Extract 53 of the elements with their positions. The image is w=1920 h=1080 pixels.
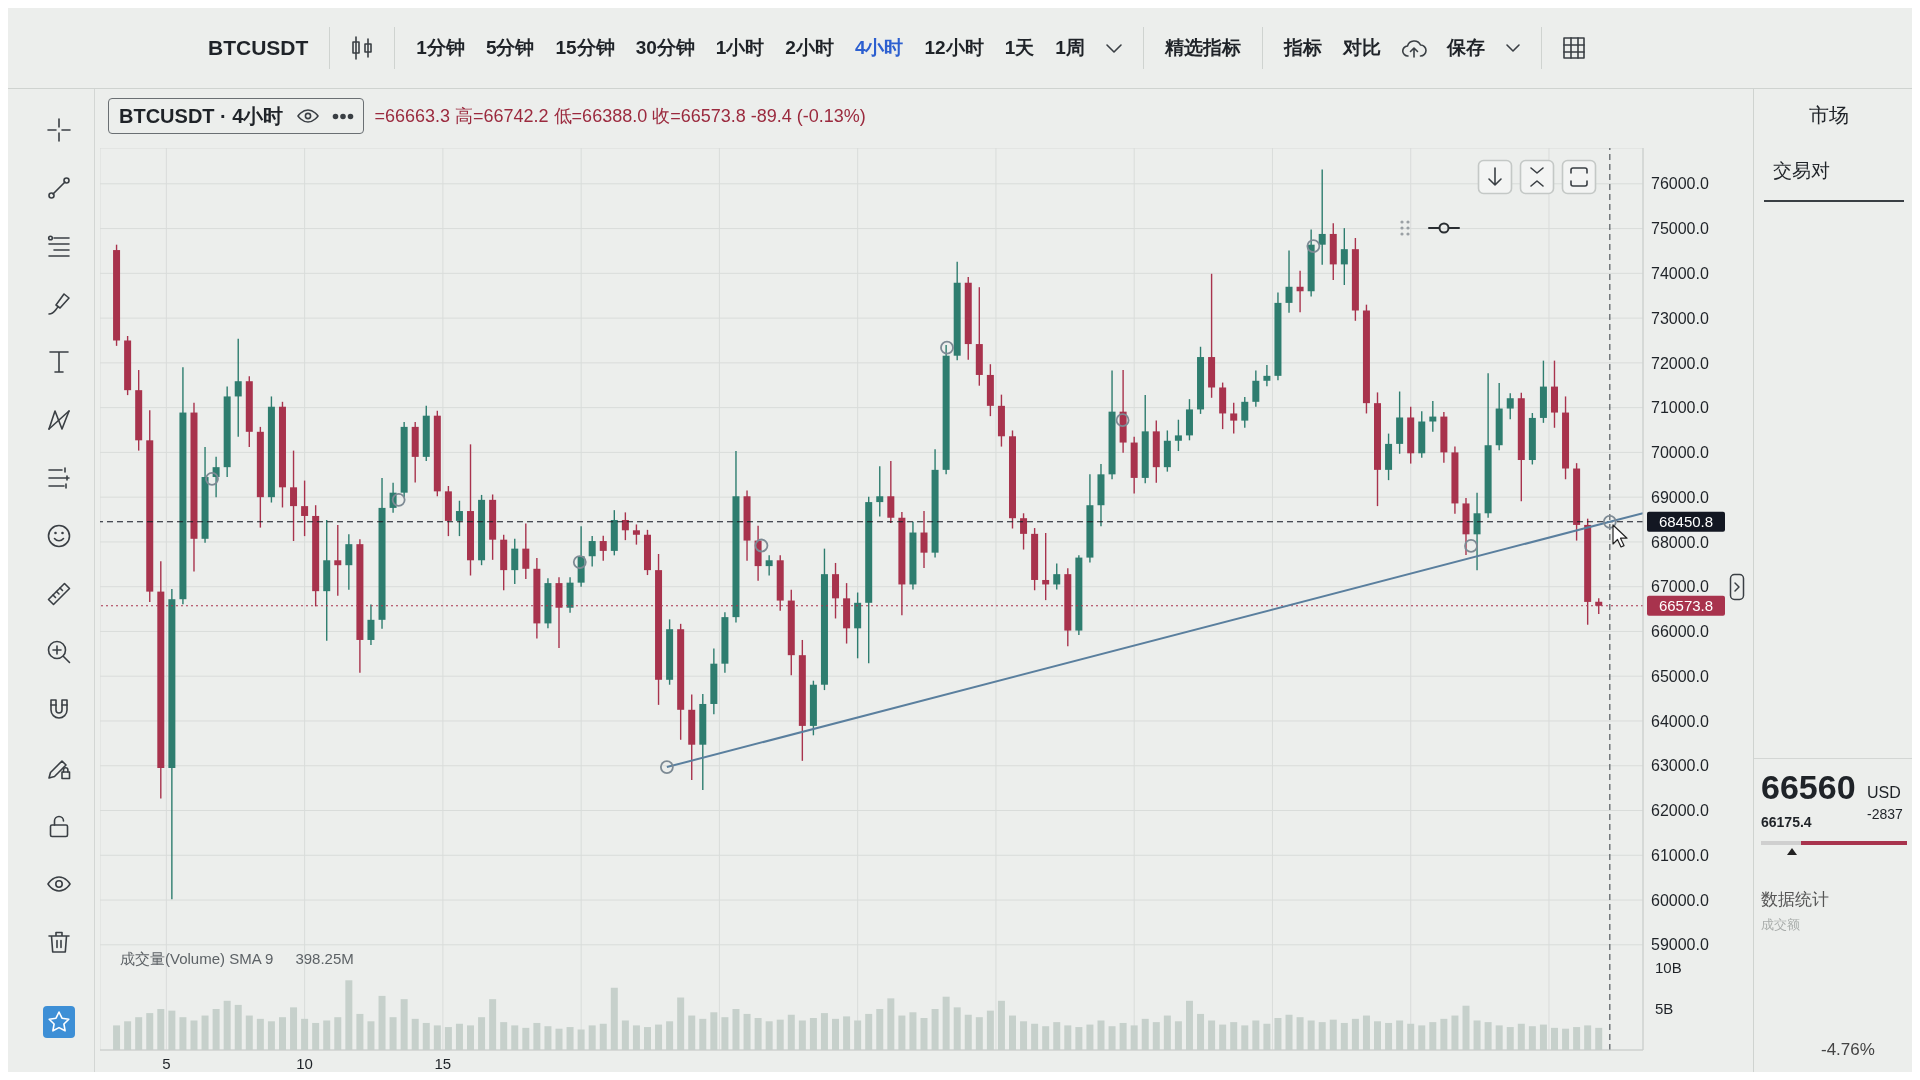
y-tick-label: 63000.0 [1651,757,1709,775]
text: 1小时 [715,36,765,60]
text: 精选指标 [1164,36,1241,60]
y-tick-label: 68000.0 [1651,533,1709,551]
text: 5分钟 [485,36,535,60]
text: 15分钟 [555,36,615,60]
y-tick-label: 71000.0 [1651,399,1709,417]
annotation: 成交量(Volume) SMA 9 [120,950,274,969]
text: USD [1867,784,1901,802]
text: BTCUSDT [208,36,309,60]
x-tick-label: 10 [296,1054,313,1072]
text: 1周 [1055,36,1085,60]
y-tick-label: 64000.0 [1651,712,1709,730]
text: 4小时 [854,36,904,60]
text: 12小时 [924,36,984,60]
ref-line-label: 68450.8 [1658,512,1714,530]
text: 2小时 [785,36,834,60]
text: 交易对 [1773,159,1830,183]
y-tick-label: 74000.0 [1651,265,1709,283]
text: 市场 [1809,103,1849,128]
text: 对比 [1342,36,1381,60]
y-tick-label: 72000.0 [1651,354,1709,372]
y-tick-label: 59000.0 [1651,936,1709,954]
chart-subtitle: =66663.3 高=66742.2 低=66388.0 收=66573.8 -89.4 (-0.13%) [374,105,866,128]
x-tick-label: 5 [162,1054,171,1072]
text: 1分钟 [416,36,465,60]
y-tick-label: 65000.0 [1651,667,1709,685]
text: 66560 [1761,768,1856,807]
y-tick-label: 66000.0 [1651,623,1709,641]
text: 成交额 [1761,916,1800,934]
y-tick-label: 76000.0 [1651,175,1709,193]
text: 30分钟 [635,36,695,60]
chart-title: BTCUSDT · 4小时 [119,103,284,129]
text: 66175.4 [1761,814,1812,830]
text: -4.76% [1821,1040,1875,1060]
y2-tick-label: 10B [1655,959,1682,976]
y-tick-label: 62000.0 [1651,802,1709,820]
y-tick-label: 75000.0 [1651,220,1709,238]
text: 保存 [1446,36,1485,60]
y-tick-label: 73000.0 [1651,309,1709,327]
y-tick-label: 60000.0 [1651,891,1709,909]
x-tick-label: 15 [434,1054,452,1072]
ref-line-label: 66573.8 [1658,596,1714,614]
y-tick-label: 61000.0 [1651,846,1709,864]
y-tick-label: 67000.0 [1651,578,1709,596]
y-tick-label: 69000.0 [1651,488,1709,506]
y2-tick-label: 5B [1655,1000,1674,1017]
text: 指标 [1283,36,1322,60]
text: -2837 [1867,806,1903,822]
text: 1天 [1004,36,1035,60]
text: 数据统计 [1761,889,1829,911]
y-tick-label: 70000.0 [1651,444,1709,462]
annotation: 398.25M [295,950,354,969]
